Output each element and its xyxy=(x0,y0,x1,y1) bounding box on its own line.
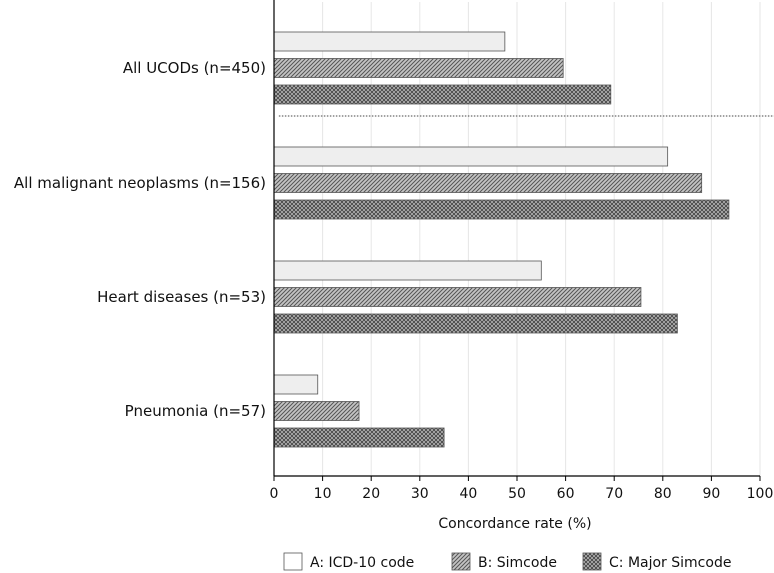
bar-c-0 xyxy=(273,84,612,105)
x-tick-label-10: 10 xyxy=(314,486,332,502)
x-tick-label-90: 90 xyxy=(702,486,720,502)
bar-c-1 xyxy=(273,199,730,220)
bar-a-0 xyxy=(273,31,506,52)
bar-a-1 xyxy=(273,146,669,167)
bar-b-0 xyxy=(273,58,564,78)
category-label-3: Pneumonia (n=57) xyxy=(125,402,266,420)
legend-label-1: B: Simcode xyxy=(478,555,557,571)
bar-c-2 xyxy=(273,313,678,334)
x-tick-label-100: 100 xyxy=(747,486,774,502)
x-tick-label-40: 40 xyxy=(459,486,477,502)
x-tick-label-80: 80 xyxy=(654,486,672,502)
bar-c-3 xyxy=(273,427,445,448)
x-axis-title: Concordance rate (%) xyxy=(438,516,591,532)
bar-b-3 xyxy=(273,401,360,421)
bars xyxy=(273,31,730,448)
legend-label-0: A: ICD-10 code xyxy=(310,555,414,571)
bar-a-3 xyxy=(273,374,319,395)
grid-lines xyxy=(322,2,761,476)
x-tick-label-60: 60 xyxy=(557,486,575,502)
x-tick-label-20: 20 xyxy=(362,486,380,502)
x-tick-label-70: 70 xyxy=(605,486,623,502)
bar-a-2 xyxy=(273,260,542,281)
x-tick-label-0: 0 xyxy=(270,486,279,502)
category-label-1: All malignant neoplasms (n=156) xyxy=(14,174,266,192)
x-axis-ticks: 0 10 20 30 40 50 60 70 80 90 100 xyxy=(270,476,774,502)
x-tick-label-50: 50 xyxy=(508,486,526,502)
legend-swatch-2 xyxy=(582,552,602,571)
legend-label-2: C: Major Simcode xyxy=(609,555,731,571)
bar-b-1 xyxy=(273,173,703,193)
category-label-0: All UCODs (n=450) xyxy=(123,59,266,77)
category-labels: All UCODs (n=450) All malignant neoplasms… xyxy=(14,59,266,420)
category-label-2: Heart diseases (n=53) xyxy=(97,288,266,306)
legend-swatch-1 xyxy=(451,552,471,571)
bar-b-2 xyxy=(273,287,642,307)
legend-swatch-0 xyxy=(283,552,303,571)
legend: A: ICD-10 code B: Simcode C: Major Simcode xyxy=(283,552,731,571)
x-tick-label-30: 30 xyxy=(411,486,429,502)
